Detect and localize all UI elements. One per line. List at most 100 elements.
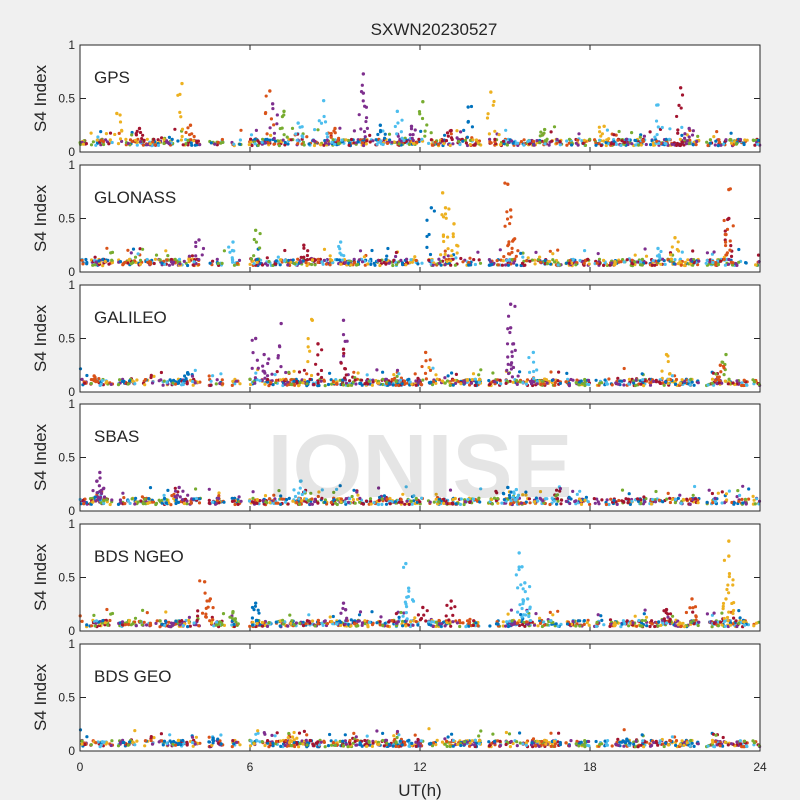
data-point <box>152 261 156 266</box>
data-point <box>407 142 411 146</box>
data-point <box>653 135 657 139</box>
data-point <box>457 139 461 144</box>
data-point <box>405 257 409 261</box>
data-point <box>587 262 591 266</box>
data-point <box>672 262 676 266</box>
data-point <box>238 382 242 386</box>
data-point <box>495 259 499 263</box>
data-point <box>430 383 435 387</box>
data-point <box>666 491 670 495</box>
data-point <box>133 255 138 259</box>
data-point <box>643 500 647 504</box>
data-point <box>659 623 663 628</box>
data-point <box>576 143 580 147</box>
data-point <box>221 382 225 386</box>
data-point <box>597 125 601 129</box>
data-point <box>186 138 190 143</box>
data-point <box>278 378 283 382</box>
data-point <box>264 94 268 98</box>
data-point <box>552 125 557 129</box>
data-point <box>691 610 695 614</box>
data-point <box>488 263 492 267</box>
data-point <box>622 383 626 387</box>
data-point <box>359 127 363 131</box>
data-point <box>230 258 235 262</box>
data-point <box>142 620 146 624</box>
data-point <box>433 140 437 144</box>
data-point <box>630 142 634 146</box>
data-point <box>718 363 723 367</box>
data-point <box>347 143 351 147</box>
data-point <box>275 113 279 117</box>
data-point <box>717 375 721 379</box>
data-point <box>689 620 693 624</box>
data-point <box>542 382 546 386</box>
y-axis-label: S4 Index <box>31 184 50 252</box>
data-point <box>198 497 202 501</box>
data-point <box>320 348 324 352</box>
data-point <box>573 499 577 504</box>
data-point <box>352 370 356 374</box>
data-point <box>506 263 510 267</box>
data-point <box>274 378 279 382</box>
data-point <box>649 143 653 147</box>
data-point <box>395 374 399 378</box>
data-point <box>499 382 503 386</box>
data-point <box>325 135 330 139</box>
data-point <box>752 624 756 628</box>
data-point <box>505 143 509 147</box>
data-point <box>410 136 414 140</box>
data-point <box>691 143 695 147</box>
data-point <box>335 258 339 262</box>
data-point <box>365 373 369 377</box>
data-point <box>727 610 731 614</box>
data-point <box>430 143 434 147</box>
data-point <box>741 383 746 388</box>
data-point <box>105 498 109 502</box>
data-point <box>325 622 330 626</box>
data-point <box>305 258 309 262</box>
data-point <box>187 257 191 261</box>
data-point <box>418 112 422 116</box>
data-point <box>207 501 211 505</box>
data-point <box>582 138 587 142</box>
data-point <box>461 260 465 264</box>
data-point <box>492 99 496 104</box>
data-point <box>420 261 424 265</box>
data-point <box>641 378 645 382</box>
data-point <box>385 380 389 384</box>
data-point <box>254 128 258 132</box>
data-point <box>249 133 254 137</box>
data-point <box>676 240 680 244</box>
data-point <box>322 247 327 251</box>
data-point <box>720 611 724 615</box>
data-point <box>364 116 369 120</box>
data-point <box>336 141 341 145</box>
data-point <box>687 135 691 139</box>
data-point <box>567 141 571 145</box>
data-point <box>622 140 627 144</box>
data-point <box>472 258 476 262</box>
data-point <box>253 604 258 608</box>
y-tick-label: 1 <box>68 397 75 411</box>
data-point <box>308 377 312 381</box>
data-point <box>640 733 644 737</box>
data-point <box>211 606 215 610</box>
data-point <box>556 609 560 613</box>
data-point <box>485 116 490 120</box>
data-point <box>468 256 472 260</box>
data-point <box>543 258 547 263</box>
data-point <box>222 500 226 504</box>
data-point <box>459 382 463 386</box>
data-point <box>491 371 495 375</box>
data-point <box>603 378 607 382</box>
data-point <box>316 372 320 376</box>
data-point <box>506 244 510 248</box>
data-point <box>428 252 433 257</box>
data-point <box>456 244 460 248</box>
data-point <box>367 379 371 383</box>
data-point <box>272 131 277 135</box>
data-point <box>305 253 310 258</box>
data-point <box>265 263 270 267</box>
data-point <box>370 383 374 387</box>
